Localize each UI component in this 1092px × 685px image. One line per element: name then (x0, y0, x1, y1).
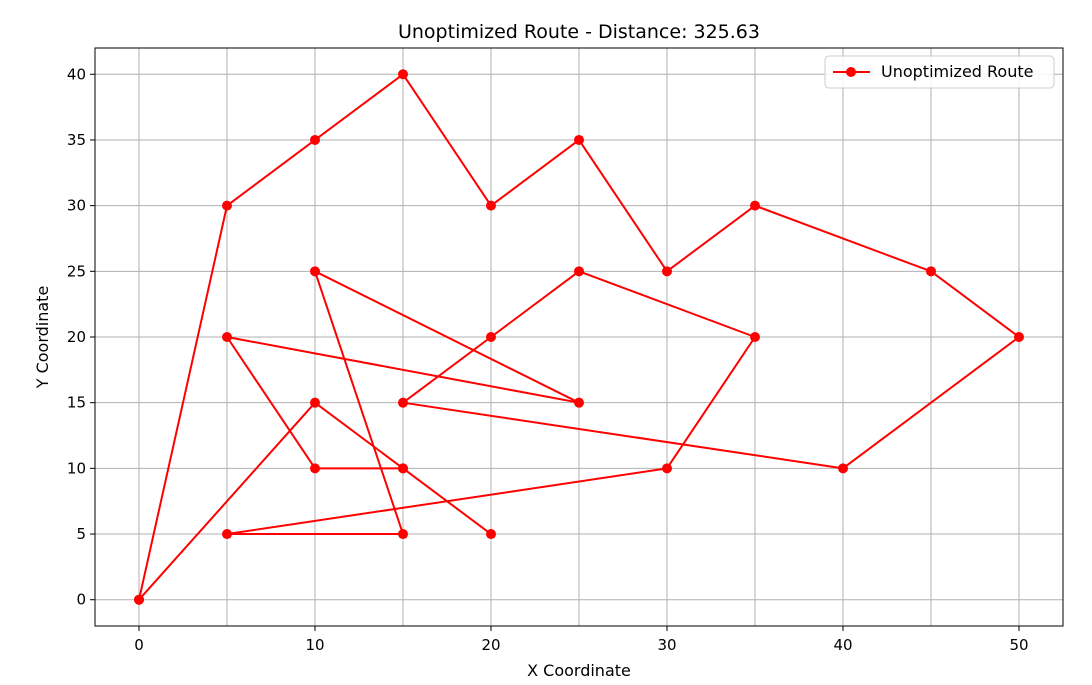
route-point (398, 69, 408, 80)
route-point (222, 332, 232, 342)
route-point (574, 134, 584, 145)
route-point (134, 594, 144, 605)
legend: Unoptimized Route (824, 55, 1055, 89)
legend-label: Unoptimized Route (881, 62, 1033, 81)
y-axis-label: Y Coordinate (33, 286, 52, 390)
x-tick-label: 50 (1009, 636, 1028, 654)
y-tick-label: 10 (67, 459, 86, 477)
route-point (222, 529, 232, 540)
chart-title: Unoptimized Route - Distance: 325.63 (398, 21, 760, 43)
route-point (222, 200, 232, 211)
route-point (838, 463, 848, 474)
route-point (486, 529, 496, 540)
x-tick-label: 20 (481, 636, 500, 654)
axis-ticks: 0 10 20 30 40 50 0 5 10 15 20 25 30 35 40 (67, 65, 1029, 654)
route-point (926, 266, 936, 277)
route-point (310, 266, 320, 277)
legend-marker-swatch (846, 67, 856, 77)
route-point (310, 463, 320, 474)
x-tick-label: 30 (657, 636, 676, 654)
route-point (574, 397, 584, 408)
route-point (398, 463, 408, 474)
route-point (750, 200, 760, 211)
x-tick-label: 40 (833, 636, 852, 654)
route-point (310, 134, 320, 145)
route-point (398, 397, 408, 408)
y-tick-label: 0 (76, 591, 86, 609)
y-tick-label: 5 (76, 525, 86, 543)
route-point (398, 529, 408, 540)
x-tick-label: 0 (134, 636, 144, 654)
y-tick-label: 20 (67, 328, 86, 346)
y-tick-label: 25 (67, 262, 86, 280)
route-point (662, 266, 672, 277)
route-point (310, 397, 320, 408)
route-point (486, 332, 496, 342)
y-tick-label: 35 (67, 131, 86, 149)
route-point (750, 332, 760, 342)
y-tick-label: 30 (67, 197, 86, 215)
y-tick-label: 15 (67, 394, 86, 412)
route-point (574, 266, 584, 277)
route-point (1014, 332, 1024, 342)
x-axis-label: X Coordinate (527, 661, 631, 680)
route-point (662, 463, 672, 474)
route-point (486, 200, 496, 211)
x-tick-label: 10 (305, 636, 324, 654)
legend-box (824, 55, 1055, 89)
y-tick-label: 40 (67, 65, 86, 83)
route-series (134, 69, 1024, 605)
